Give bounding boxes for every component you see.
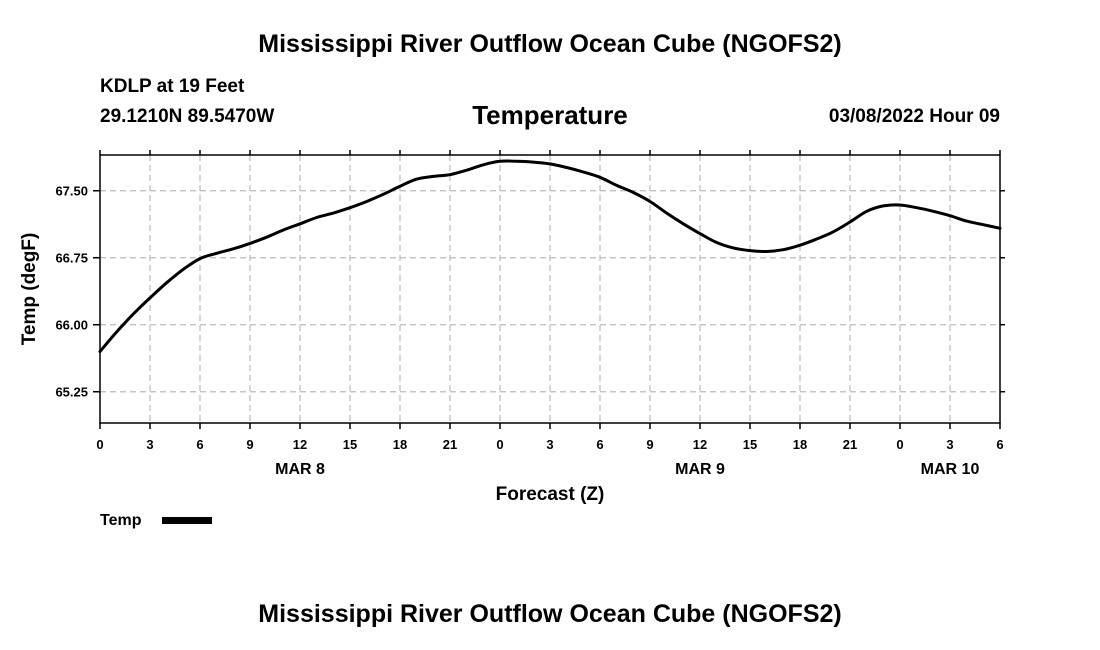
x-tick-label: 6 [996,437,1003,452]
run-time-label: 03/08/2022 Hour 09 [828,106,1000,127]
x-tick-label: 9 [646,437,653,452]
legend-label: Temp [100,512,142,529]
x-tick-label: 15 [743,437,757,452]
x-tick-label: 21 [443,437,457,452]
x-tick-label: 21 [843,437,857,452]
y-axis-title: Temp (degF) [19,233,40,346]
x-tick-label: 12 [693,437,707,452]
x-tick-label: 9 [246,437,253,452]
date-label: MAR 9 [675,461,725,478]
axis-labels: 0 3 6 9 12 15 18 21 0 3 6 9 12 15 18 21 0 3 6 65.25 66.00 66.… [55,184,1003,478]
date-label: MAR 10 [921,461,980,478]
x-tick-label: 3 [946,437,953,452]
x-tick-label: 0 [896,437,903,452]
x-tick-label: 0 [496,437,503,452]
y-tick-label: 66.00 [55,318,88,333]
y-tick-label: 67.50 [55,184,88,199]
y-tick-label: 66.75 [55,251,88,266]
x-tick-label: 6 [596,437,603,452]
main-title: Mississippi River Outflow Ocean Cube (NG… [258,30,842,58]
x-tick-label: 12 [293,437,307,452]
axis-ticks [93,150,1005,429]
temp-series-line [98,159,1002,353]
coordinates-label: 29.1210N 89.5470W [100,106,275,127]
x-tick-label: 0 [96,437,103,452]
x-axis-title: Forecast (Z) [496,484,605,505]
x-tick-label: 18 [393,437,407,452]
date-label: MAR 8 [275,461,325,478]
y-tick-label: 65.25 [55,385,88,400]
grid-lines [100,155,1000,423]
x-tick-label: 3 [146,437,153,452]
x-tick-label: 3 [546,437,553,452]
chart-title: Temperature [472,100,628,130]
x-tick-label: 18 [793,437,807,452]
legend-swatch [162,517,212,524]
x-tick-label: 6 [196,437,203,452]
station-label: KDLP at 19 Feet [100,76,245,97]
x-tick-label: 15 [343,437,357,452]
footer-title: Mississippi River Outflow Ocean Cube (NG… [258,600,842,628]
